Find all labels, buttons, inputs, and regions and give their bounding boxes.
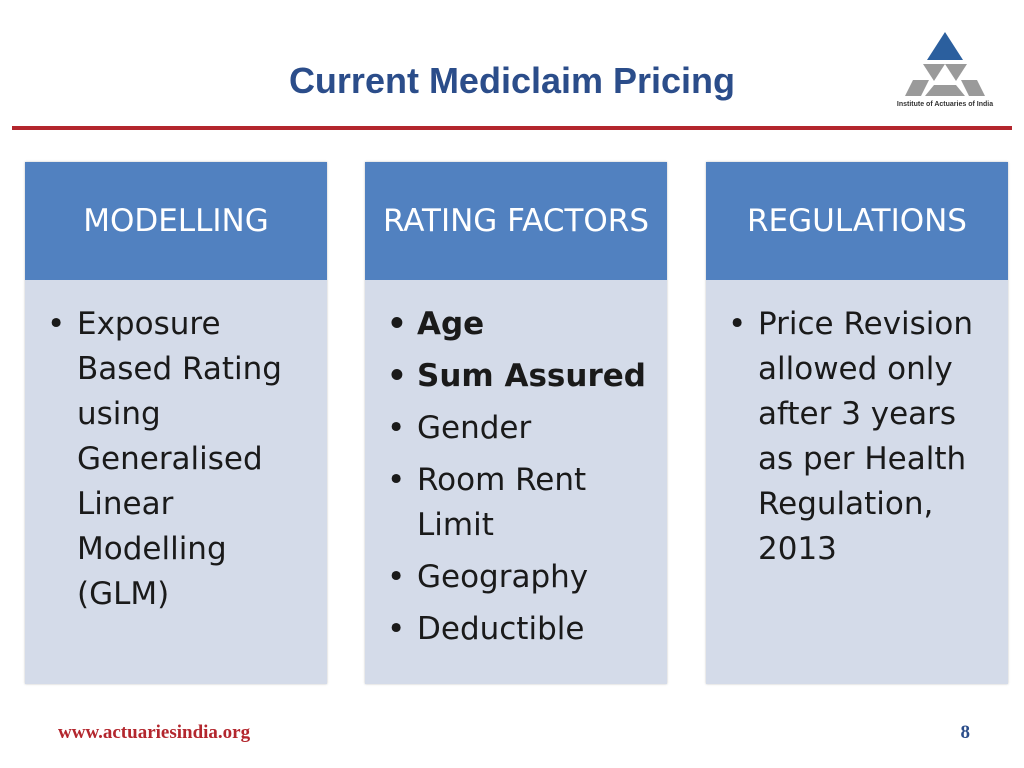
footer-website-link[interactable]: www.actuariesindia.org: [58, 722, 251, 743]
column-body: Age Sum Assured Gender Room Rent Limit G…: [365, 302, 667, 659]
column-body: Price Revision allowed only after 3 year…: [706, 302, 1008, 572]
bullet-list: Age Sum Assured Gender Room Rent Limit G…: [365, 302, 667, 652]
column-heading: MODELLING: [25, 162, 327, 280]
list-item: Geography: [387, 555, 649, 600]
column-body: Exposure Based Rating using Generalised …: [25, 302, 327, 617]
bullet-list: Price Revision allowed only after 3 year…: [706, 302, 1008, 572]
list-item: Exposure Based Rating using Generalised …: [47, 302, 309, 617]
list-item: Sum Assured: [387, 354, 649, 399]
column-heading: RATING FACTORS: [365, 162, 667, 280]
bullet-list: Exposure Based Rating using Generalised …: [25, 302, 327, 617]
column-regulations: REGULATIONS Price Revision allowed only …: [706, 162, 1008, 684]
column-modelling: MODELLING Exposure Based Rating using Ge…: [25, 162, 327, 684]
column-rating-factors: RATING FACTORS Age Sum Assured Gender Ro…: [365, 162, 667, 684]
list-item: Room Rent Limit: [387, 458, 649, 548]
list-item: Gender: [387, 406, 649, 451]
column-heading: REGULATIONS: [706, 162, 1008, 280]
list-item: Age: [387, 302, 649, 347]
logo-triangle-icon: [905, 32, 985, 96]
list-item: Price Revision allowed only after 3 year…: [728, 302, 990, 572]
list-item: Deductible: [387, 607, 649, 652]
institute-logo: Institute of Actuaries of India: [893, 30, 997, 114]
title-divider: [12, 126, 1012, 130]
page-number: 8: [960, 722, 971, 743]
slide-title: Current Mediclaim Pricing: [288, 60, 736, 101]
logo-caption: Institute of Actuaries of India: [896, 101, 994, 108]
